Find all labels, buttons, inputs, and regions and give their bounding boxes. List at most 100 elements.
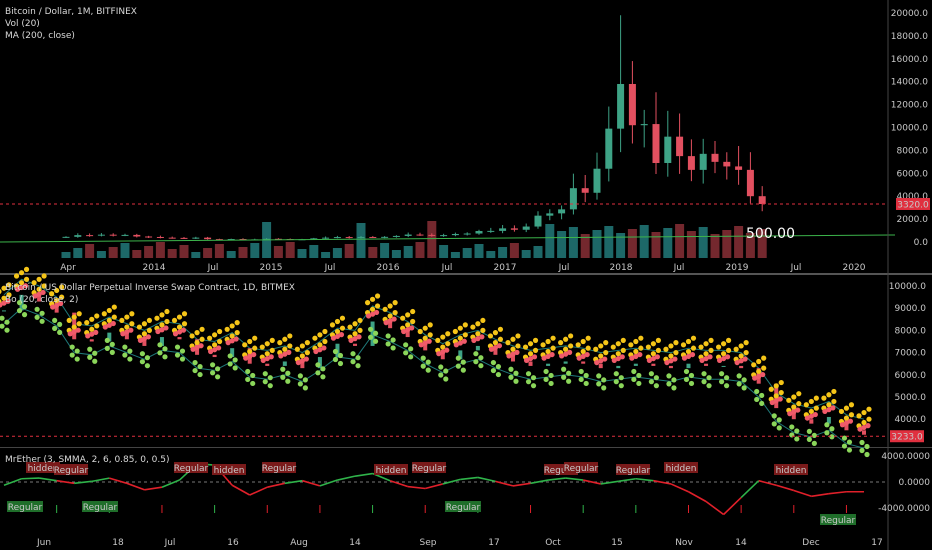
dot-green (688, 380, 695, 387)
dot-yellow (282, 336, 288, 342)
dot-green (297, 373, 303, 379)
dot-green (864, 443, 870, 450)
daily-candle (809, 419, 814, 424)
dot-red (506, 353, 512, 359)
candle-body (593, 168, 601, 193)
dot-red (264, 355, 270, 362)
dot-yellow (725, 337, 732, 343)
dot-green (490, 367, 497, 374)
dot-green (315, 362, 321, 368)
dot-yellow (66, 317, 72, 324)
dot-green (841, 443, 848, 449)
dot-green (653, 375, 659, 381)
dot-yellow (194, 330, 200, 336)
dot-yellow (462, 332, 468, 338)
dot-yellow (287, 333, 293, 339)
dot-red (843, 420, 850, 426)
dot-red (633, 353, 639, 359)
dot-yellow (352, 331, 358, 337)
dot-red (865, 423, 871, 429)
dot-red (531, 354, 538, 360)
dot-yellow (234, 330, 240, 336)
dot-yellow (317, 342, 323, 348)
dot-yellow (738, 353, 744, 359)
volume-bar (332, 248, 342, 258)
candle-body (558, 209, 566, 214)
dot-yellow (655, 337, 661, 343)
volume-bar (132, 250, 142, 258)
daily-candle (704, 363, 709, 366)
dot-red (738, 358, 744, 364)
dot-green (530, 375, 537, 381)
dot-red (180, 327, 187, 333)
dot-yellow (708, 337, 714, 343)
oscillator-segment (91, 477, 110, 483)
candle-body (487, 230, 495, 232)
label-top-text: hidden (214, 466, 245, 476)
dot-green (473, 351, 479, 357)
dot-red (405, 327, 411, 333)
dot-yellow (522, 344, 529, 350)
dot-red (22, 283, 29, 289)
dot-green (21, 304, 28, 310)
dot-red (594, 359, 600, 366)
dot-yellow (680, 342, 687, 348)
dot-yellow (405, 312, 411, 318)
label-top-box (412, 462, 446, 473)
dot-green (174, 344, 181, 350)
dot-green (245, 376, 251, 383)
dot-red (716, 357, 723, 363)
dot-yellow (615, 351, 621, 357)
dot-yellow (410, 318, 416, 325)
dot-yellow (457, 325, 463, 331)
oscillator-segment (618, 477, 636, 483)
dot-red (422, 340, 428, 346)
dot-red (471, 337, 477, 343)
dot-red (664, 359, 670, 366)
dot-yellow (720, 341, 727, 347)
dot-yellow (457, 335, 463, 341)
dot-yellow (515, 343, 521, 349)
candle-body (581, 188, 589, 193)
dot-yellow (141, 331, 148, 337)
dot-yellow (299, 353, 305, 359)
dot-red (861, 424, 867, 431)
oscillator-segment (389, 479, 408, 488)
candle-body (156, 236, 164, 238)
dot-green (122, 352, 128, 358)
dot-yellow (41, 283, 47, 289)
dot-green (315, 370, 321, 376)
daily-candle (107, 332, 112, 342)
dot-red (492, 344, 499, 351)
volume-bar (368, 247, 378, 258)
dot-green (460, 359, 466, 365)
time-axis-label: Jul (324, 263, 336, 273)
dot-yellow (690, 335, 697, 341)
dot-red (752, 375, 758, 381)
dot-yellow (645, 344, 651, 350)
dot-yellow (778, 379, 784, 386)
candle-body (699, 153, 707, 170)
dot-red (598, 358, 604, 364)
time-axis-label-2: Sep (420, 538, 437, 548)
dot-red (387, 318, 393, 324)
dot-red (233, 336, 239, 342)
dot-yellow (497, 336, 504, 342)
dot-green (829, 426, 835, 432)
dot-yellow (339, 315, 346, 321)
volume-bar (675, 224, 685, 258)
dot-green (122, 344, 128, 350)
dot-red (654, 354, 660, 360)
dot-green (0, 315, 5, 321)
dot-red (330, 335, 337, 341)
oscillator-segment (811, 492, 830, 498)
dot-green (262, 379, 268, 385)
dot-yellow (164, 308, 170, 315)
dot-yellow (445, 341, 451, 347)
dot-yellow (101, 311, 107, 317)
dot-yellow (492, 340, 499, 346)
oscillator-segment (21, 477, 40, 480)
daily-candle (616, 365, 621, 369)
time-axis-label-2: 17 (871, 538, 882, 548)
